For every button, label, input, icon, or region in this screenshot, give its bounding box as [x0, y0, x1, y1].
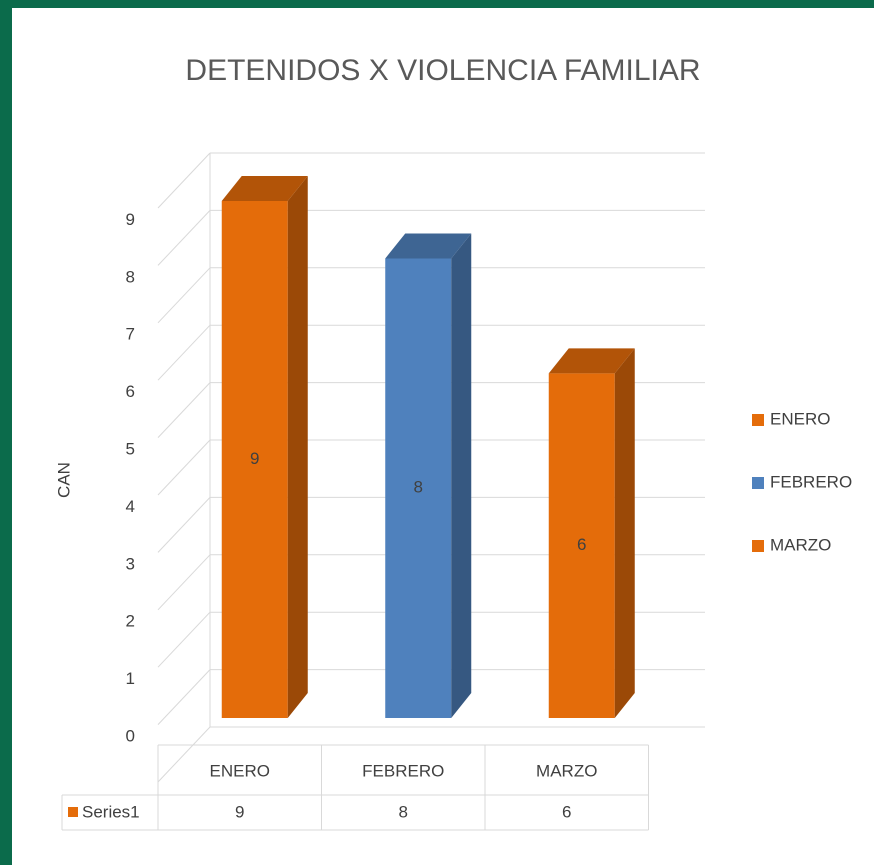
table-value: 6: [562, 802, 571, 821]
grid-line-side: [157, 726, 211, 783]
grid-line-side: [157, 267, 211, 324]
y-tick-label: 0: [126, 726, 135, 745]
grid-line-side: [157, 439, 211, 496]
x-tick-label: ENERO: [210, 761, 270, 780]
wall-side-top: [157, 152, 211, 209]
bar-side: [614, 348, 635, 718]
grid-line-side: [157, 669, 211, 725]
legend-key: [752, 540, 764, 552]
y-tick-label: 4: [126, 497, 135, 516]
y-axis-label: CAN: [54, 462, 73, 498]
y-tick-label: 1: [126, 669, 135, 688]
y-tick-label: 8: [126, 267, 135, 286]
grid-line-side: [157, 611, 211, 668]
legend-key: [752, 477, 764, 489]
bar-top: [385, 233, 472, 259]
bar-side: [287, 176, 308, 718]
y-tick-label: 7: [126, 325, 135, 344]
table-legend-key: [68, 807, 78, 817]
bar-front: [221, 201, 288, 718]
bar-side: [451, 233, 472, 718]
data-label: 9: [250, 449, 259, 468]
table-value: 9: [235, 802, 244, 821]
data-label: 6: [577, 535, 586, 554]
table-series-name: Series1: [82, 802, 140, 821]
chart-title: DETENIDOS X VIOLENCIA FAMILIAR: [185, 54, 700, 87]
grid-line-side: [157, 324, 211, 381]
y-tick-label: 3: [126, 554, 135, 573]
y-tick-label: 5: [126, 439, 135, 458]
y-tick-label: 6: [126, 382, 135, 401]
grid-line-side: [157, 382, 211, 438]
grid-line-side: [157, 210, 211, 266]
data-label: 8: [414, 478, 423, 497]
table-value: 8: [399, 802, 408, 821]
grid-line-side: [157, 497, 211, 553]
legend-label: MARZO: [770, 535, 831, 554]
legend-label: FEBRERO: [770, 472, 852, 491]
x-tick-label: FEBRERO: [362, 761, 444, 780]
x-tick-label: MARZO: [536, 761, 597, 780]
legend-label: ENERO: [770, 409, 830, 428]
bar-front: [548, 373, 615, 718]
bar-top: [548, 348, 635, 374]
bar-top: [221, 176, 308, 201]
bar-front: [385, 258, 452, 718]
y-tick-label: 9: [126, 210, 135, 229]
y-tick-label: 2: [126, 612, 135, 631]
grid-line-side: [157, 554, 211, 611]
legend-key: [752, 414, 764, 426]
